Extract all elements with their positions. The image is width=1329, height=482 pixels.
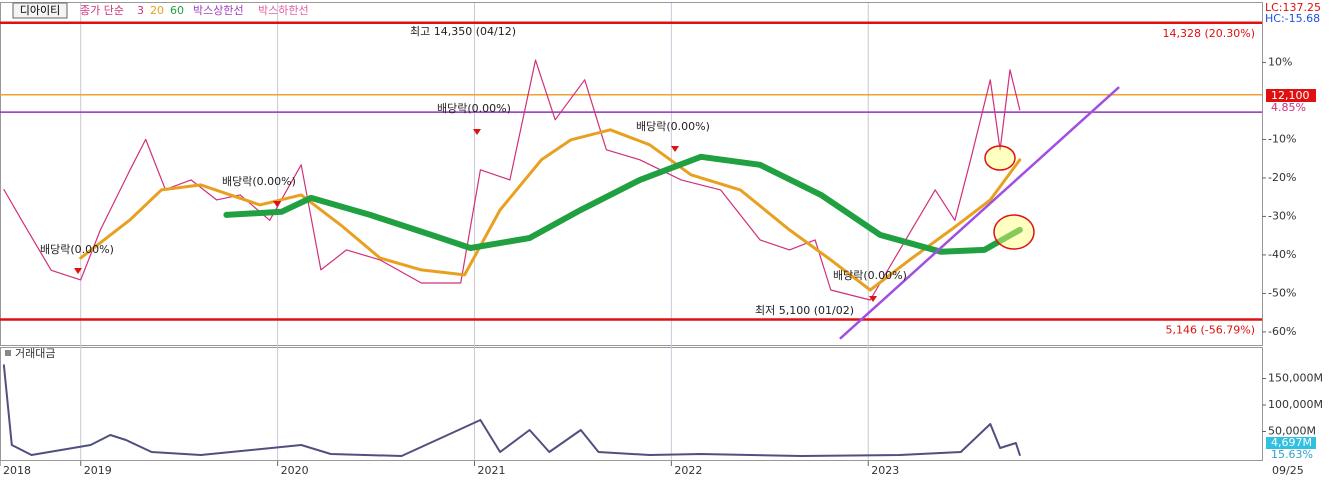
series-line — [2, 364, 1021, 457]
legend-entry: 3 — [137, 4, 144, 17]
y-tick-label: -40% — [1268, 248, 1296, 261]
annotation: 최고 14,350 (04/12) — [410, 25, 516, 38]
x-tick-label: 2023 — [871, 464, 899, 477]
dividend-marker — [473, 129, 481, 135]
highlight-circle — [993, 214, 1035, 250]
highlight-circle — [984, 145, 1016, 171]
lc-label: LC:137.25 — [1265, 1, 1321, 14]
price-box — [1266, 89, 1316, 102]
trend-line — [839, 86, 1120, 340]
dividend-marker — [671, 146, 679, 152]
annotation: 배당락(0.00%) — [40, 243, 114, 256]
legend-entry: 20 — [150, 4, 164, 17]
series-line — [3, 59, 1021, 301]
stock-name-box[interactable] — [12, 2, 68, 19]
x-tick-label: 2019 — [84, 464, 112, 477]
stock-name[interactable]: 디아이티 — [20, 4, 60, 17]
x-tick-label: 2018 — [3, 464, 31, 477]
y-tick-label: 100,000M — [1268, 398, 1323, 411]
legend-entry: 박스상한선 — [193, 4, 244, 17]
series-line — [223, 153, 1023, 255]
annotation: 배당락(0.00%) — [222, 175, 296, 188]
price-panel — [0, 2, 1263, 346]
y-tick-label: -10% — [1268, 132, 1296, 145]
volume-box — [1266, 437, 1316, 449]
legend-entry: 60 — [170, 4, 184, 17]
dividend-marker — [74, 268, 82, 274]
legend-entry: 박스하한선 — [258, 3, 309, 17]
y-tick-label: -20% — [1268, 171, 1296, 184]
volume-change: 15.63% — [1271, 448, 1313, 461]
change-label: 4.85% — [1271, 101, 1306, 114]
dividend-marker — [273, 201, 281, 207]
dividend-marker — [869, 296, 877, 302]
line-label: 5,146 (-56.79%) — [1166, 324, 1255, 337]
x-tick-label: 2021 — [477, 464, 505, 477]
volume-panel — [0, 347, 1263, 461]
y-tick-label: 10% — [1268, 55, 1292, 68]
panel-icon — [5, 350, 11, 356]
current-volume: 4,697M — [1271, 436, 1312, 449]
hc-label: HC:-15.68 — [1265, 12, 1320, 25]
line-label: 14,328 (20.30%) — [1162, 27, 1255, 40]
annotation: 배당락(0.00%) — [636, 120, 710, 133]
legend-title: 종가 단순 — [80, 4, 124, 17]
y-tick-label: -50% — [1268, 286, 1296, 299]
annotation: 최저 5,100 (01/02) — [755, 304, 854, 317]
date-label: 09/25 — [1272, 464, 1304, 477]
x-tick-label: 2022 — [674, 464, 702, 477]
current-price: 12,100 — [1271, 89, 1310, 102]
series-line — [79, 128, 1022, 292]
annotation: 배당락(0.00%) — [437, 102, 511, 115]
volume-title: 거래대금 — [15, 347, 55, 360]
x-tick-label: 2020 — [281, 464, 309, 477]
y-tick-label: -30% — [1268, 209, 1296, 222]
annotation: 배당락(0.00%) — [833, 269, 907, 282]
y-tick-label: 50,000M — [1268, 425, 1316, 438]
y-tick-label: -60% — [1268, 325, 1296, 338]
y-tick-label: 150,000M — [1268, 372, 1323, 385]
